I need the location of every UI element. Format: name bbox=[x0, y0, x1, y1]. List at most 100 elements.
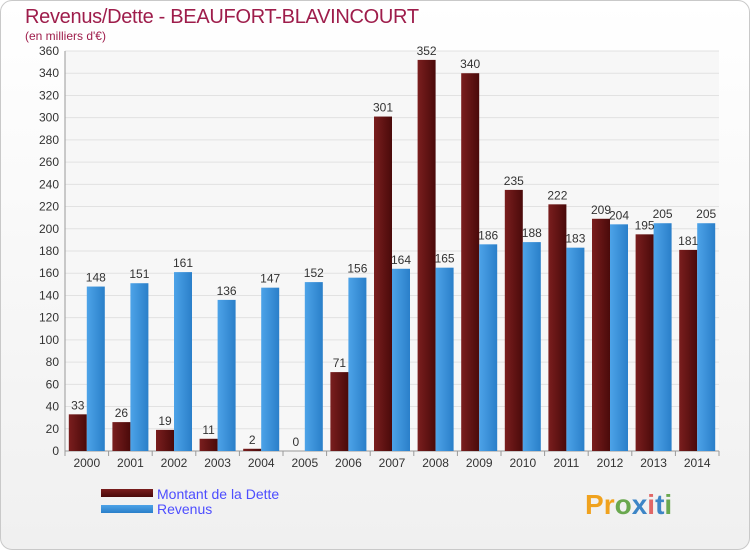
chart-title: Revenus/Dette - BEAUFORT-BLAVINCOURT bbox=[25, 6, 419, 28]
y-tick-label: 240 bbox=[39, 177, 59, 191]
data-label-debt: 195 bbox=[635, 218, 655, 232]
x-tick-label: 2010 bbox=[509, 456, 536, 470]
bar-revenue bbox=[653, 223, 672, 451]
y-tick-label: 180 bbox=[39, 244, 59, 258]
bar-revenue bbox=[304, 282, 323, 451]
chart-subtitle: (en milliers d'€) bbox=[25, 29, 106, 43]
bar-revenue bbox=[435, 267, 454, 451]
logo-letter: r bbox=[603, 489, 615, 520]
y-tick-label: 60 bbox=[46, 377, 60, 391]
legend-swatch-debt bbox=[101, 489, 153, 497]
data-label-revenue: 205 bbox=[653, 207, 673, 221]
y-tick-label: 20 bbox=[46, 422, 60, 436]
bar-debt bbox=[374, 116, 392, 452]
bar-debt bbox=[417, 59, 436, 452]
bar-revenue bbox=[392, 268, 410, 451]
x-tick-label: 2008 bbox=[422, 456, 449, 470]
data-label-debt: 19 bbox=[158, 414, 172, 428]
data-label-debt: 222 bbox=[547, 188, 567, 202]
bar-debt bbox=[330, 372, 349, 451]
y-tick-label: 100 bbox=[39, 333, 59, 347]
bar-debt bbox=[504, 189, 523, 451]
data-label-revenue: 204 bbox=[609, 208, 629, 222]
x-tick-label: 2001 bbox=[117, 456, 144, 470]
bar-debt bbox=[461, 73, 480, 451]
proxiti-logo: Proxiti bbox=[585, 489, 672, 521]
logo-letter: i bbox=[647, 489, 656, 520]
x-tick-label: 2013 bbox=[640, 456, 667, 470]
y-tick-label: 120 bbox=[39, 311, 59, 325]
data-label-debt: 33 bbox=[71, 398, 85, 412]
x-tick-label: 2014 bbox=[684, 456, 711, 470]
x-tick-label: 2012 bbox=[597, 456, 624, 470]
bar-debt bbox=[635, 234, 654, 451]
data-label-revenue: 156 bbox=[347, 262, 367, 276]
y-tick-label: 260 bbox=[39, 155, 59, 169]
bar-revenue bbox=[610, 224, 628, 451]
bar-revenue bbox=[697, 223, 716, 451]
y-tick-label: 340 bbox=[39, 66, 59, 80]
bar-revenue bbox=[130, 283, 149, 451]
data-label-debt: 2 bbox=[249, 433, 256, 447]
bar-revenue bbox=[261, 287, 280, 451]
legend-swatch-revenue bbox=[101, 505, 153, 513]
x-tick-label: 2002 bbox=[161, 456, 188, 470]
x-tick-label: 2004 bbox=[248, 456, 275, 470]
bar-revenue bbox=[86, 286, 105, 451]
logo-letter: x bbox=[631, 489, 648, 520]
bar-debt bbox=[548, 204, 567, 451]
logo-letter: P bbox=[585, 489, 604, 520]
bar-revenue bbox=[174, 272, 192, 451]
data-label-revenue: 152 bbox=[304, 266, 324, 280]
x-tick-label: 2009 bbox=[466, 456, 493, 470]
data-label-debt: 235 bbox=[504, 174, 524, 188]
y-tick-label: 0 bbox=[52, 444, 59, 458]
data-label-revenue: 136 bbox=[217, 284, 237, 298]
bar-debt bbox=[112, 422, 131, 451]
data-label-revenue: 183 bbox=[565, 232, 585, 246]
legend-label-debt: Montant de la Dette bbox=[157, 486, 280, 502]
y-tick-label: 160 bbox=[39, 266, 59, 280]
y-tick-label: 200 bbox=[39, 222, 59, 236]
bar-revenue bbox=[217, 299, 236, 451]
y-tick-label: 320 bbox=[39, 88, 59, 102]
bar-revenue bbox=[522, 242, 541, 451]
y-tick-label: 220 bbox=[39, 200, 59, 214]
data-label-revenue: 186 bbox=[478, 228, 498, 242]
bar-debt bbox=[243, 448, 262, 451]
y-tick-label: 40 bbox=[46, 400, 60, 414]
x-tick-label: 2011 bbox=[553, 456, 579, 470]
legend-label-revenue: Revenus bbox=[157, 501, 213, 517]
bar-revenue bbox=[348, 277, 367, 451]
data-label-revenue: 161 bbox=[173, 256, 193, 270]
data-label-revenue: 148 bbox=[86, 271, 106, 285]
y-tick-label: 360 bbox=[39, 44, 59, 58]
logo-letter: t bbox=[655, 489, 665, 520]
data-label-revenue: 165 bbox=[435, 252, 455, 266]
y-tick-label: 140 bbox=[39, 288, 59, 302]
data-label-debt: 209 bbox=[591, 203, 611, 217]
bar-revenue bbox=[479, 244, 498, 451]
x-tick-label: 2006 bbox=[335, 456, 362, 470]
data-label-revenue: 188 bbox=[522, 226, 542, 240]
bar-debt bbox=[156, 429, 174, 451]
bar-revenue bbox=[566, 247, 585, 451]
data-label-debt: 11 bbox=[202, 423, 215, 437]
bar-debt bbox=[68, 414, 87, 451]
y-tick-label: 280 bbox=[39, 133, 59, 147]
data-label-debt: 71 bbox=[333, 356, 347, 370]
data-label-revenue: 205 bbox=[696, 207, 716, 221]
data-label-debt: 301 bbox=[373, 101, 393, 115]
bar-debt bbox=[592, 218, 610, 451]
x-tick-label: 2005 bbox=[291, 456, 318, 470]
data-label-debt: 0 bbox=[292, 435, 299, 449]
x-tick-label: 2000 bbox=[73, 456, 100, 470]
logo-letter: i bbox=[664, 489, 673, 520]
data-label-revenue: 151 bbox=[129, 267, 149, 281]
logo-letter: o bbox=[614, 489, 632, 520]
data-label-revenue: 147 bbox=[260, 272, 280, 286]
x-tick-label: 2003 bbox=[204, 456, 231, 470]
data-label-debt: 352 bbox=[417, 44, 437, 58]
data-label-revenue: 164 bbox=[391, 253, 411, 267]
